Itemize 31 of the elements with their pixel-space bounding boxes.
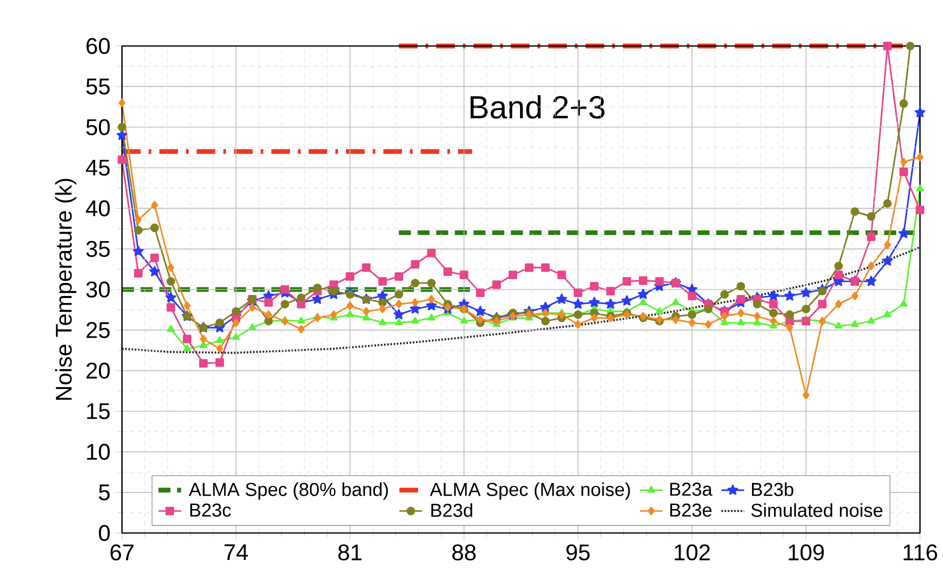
legend-label: B23d	[431, 503, 472, 517]
legend-label: B23c	[190, 503, 231, 517]
y-tick-label: 60	[86, 38, 110, 54]
annotation: Band 2+3	[470, 95, 604, 119]
y-tick-label: 30	[86, 281, 110, 298]
legend-label: ALMA Spec (80% band)	[188, 482, 388, 500]
y-tick-label: 10	[87, 444, 110, 460]
x-tick-label: 109	[788, 544, 824, 560]
y-tick-label: 20	[86, 362, 110, 379]
x-tick-label: 67	[110, 544, 134, 560]
legend-label: B23b	[752, 482, 794, 496]
x-tick-label: 88	[452, 544, 476, 560]
legend-label: ALMA Spec (Max noise)	[430, 482, 630, 500]
legend-label: B23e	[670, 503, 712, 517]
y-tick-label: 50	[86, 119, 110, 136]
y-tick-label: 45	[86, 160, 110, 176]
legend-label: Simulated noise	[751, 503, 882, 517]
x-tick-label: 81	[338, 544, 362, 560]
y-tick-label: 15	[87, 403, 110, 420]
x-tick-label: 74	[224, 544, 248, 560]
y-tick-label: 35	[86, 240, 110, 257]
y-axis-title: Noise Temperature (k)	[55, 178, 76, 400]
y-tick-label: 25	[86, 322, 110, 338]
y-tick-label: 0	[98, 524, 110, 542]
x-tick-label: 95	[566, 544, 590, 560]
y-tick-label: 40	[86, 200, 110, 216]
x-tick-label: 116	[904, 544, 938, 560]
x-tick-label: 102	[674, 544, 710, 560]
y-tick-label: 55	[86, 78, 110, 94]
legend-label: B23a	[670, 482, 712, 496]
y-tick-label: 5	[98, 484, 110, 500]
